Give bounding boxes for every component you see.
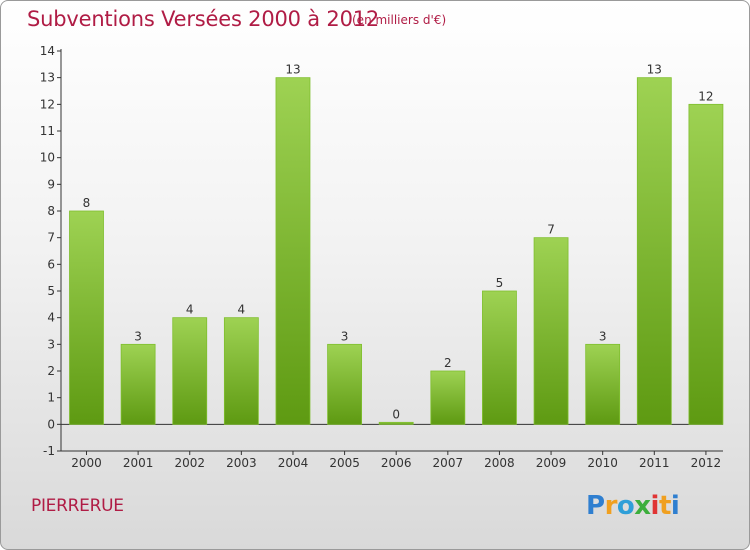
data-label-2009: 7	[547, 223, 555, 237]
bar-2001	[120, 343, 156, 425]
x-tick-label: 2002	[174, 456, 205, 470]
logo-letter: o	[616, 491, 635, 521]
y-tick-label: 3	[47, 337, 55, 351]
bar-2007	[430, 370, 466, 425]
x-tick-label: 2007	[433, 456, 464, 470]
chart-bars	[69, 77, 724, 425]
proxiti-logo[interactable]: Proxiti	[586, 491, 680, 521]
bar-2003	[223, 317, 259, 425]
data-label-2003: 4	[238, 303, 246, 317]
x-tick-label: 2003	[226, 456, 257, 470]
chart-subtitle: (en milliers d'€)	[352, 13, 447, 27]
y-tick-label: 2	[47, 364, 55, 378]
y-tick-label: 7	[47, 231, 55, 245]
x-tick-label: 2005	[329, 456, 360, 470]
y-tick-label: 0	[47, 417, 55, 431]
data-label-2000: 8	[83, 196, 91, 210]
x-tick-label: 2012	[691, 456, 722, 470]
x-tick-label: 2009	[536, 456, 567, 470]
bar-2005	[327, 343, 362, 425]
bar-2004	[275, 77, 311, 425]
x-tick-label: 2004	[278, 456, 309, 470]
bar-2008	[482, 290, 517, 425]
logo-letter: P	[586, 491, 605, 521]
y-tick-label: 12	[40, 97, 55, 111]
data-label-2006: 0	[392, 407, 400, 421]
logo-letter: t	[658, 491, 671, 521]
logo-letter: r	[604, 491, 618, 521]
y-tick-label: 11	[40, 124, 55, 138]
y-tick-label: 10	[40, 151, 55, 165]
y-tick-label: 8	[47, 204, 55, 218]
y-tick-label: 14	[40, 44, 55, 58]
logo-letter: i	[650, 491, 660, 521]
x-tick-label: 2010	[587, 456, 618, 470]
data-label-2008: 5	[496, 276, 504, 290]
chart-data-labels: 8 3 4 4 13 3 0 2 5 7 3 13 12	[83, 63, 714, 422]
bar-2000	[69, 210, 104, 425]
commune-name: PIERRERUE	[31, 496, 124, 516]
y-tick-label: 4	[47, 311, 55, 325]
y-tick-label: 6	[47, 257, 55, 271]
bar-2010	[585, 343, 621, 425]
data-label-2011: 13	[647, 63, 662, 77]
x-tick-label: 2001	[123, 456, 154, 470]
bar-2012	[688, 103, 724, 425]
y-tick-label: -1	[43, 444, 55, 458]
data-label-2012: 12	[698, 89, 713, 103]
data-label-2001: 3	[134, 329, 142, 343]
y-tick-label: 13	[40, 71, 55, 85]
y-tick-label: 1	[47, 391, 55, 405]
bar-2002	[172, 317, 208, 425]
bar-2011	[636, 77, 672, 425]
logo-letter: x	[634, 491, 651, 521]
chart-title: Subventions Versées 2000 à 2012	[27, 7, 380, 31]
x-tick-label: 2000	[71, 456, 102, 470]
data-label-2004: 13	[285, 63, 300, 77]
data-label-2007: 2	[444, 356, 452, 370]
data-label-2002: 4	[186, 303, 194, 317]
y-tick-label: 5	[47, 284, 55, 298]
x-tick-label: 2006	[381, 456, 412, 470]
logo-letter: i	[670, 491, 680, 521]
bar-2006	[378, 421, 414, 425]
x-tick-label: 2011	[639, 456, 670, 470]
bar-2009	[533, 237, 569, 425]
data-label-2010: 3	[599, 329, 607, 343]
y-tick-label: 9	[47, 177, 55, 191]
x-tick-label: 2008	[484, 456, 515, 470]
data-label-2005: 3	[341, 329, 349, 343]
